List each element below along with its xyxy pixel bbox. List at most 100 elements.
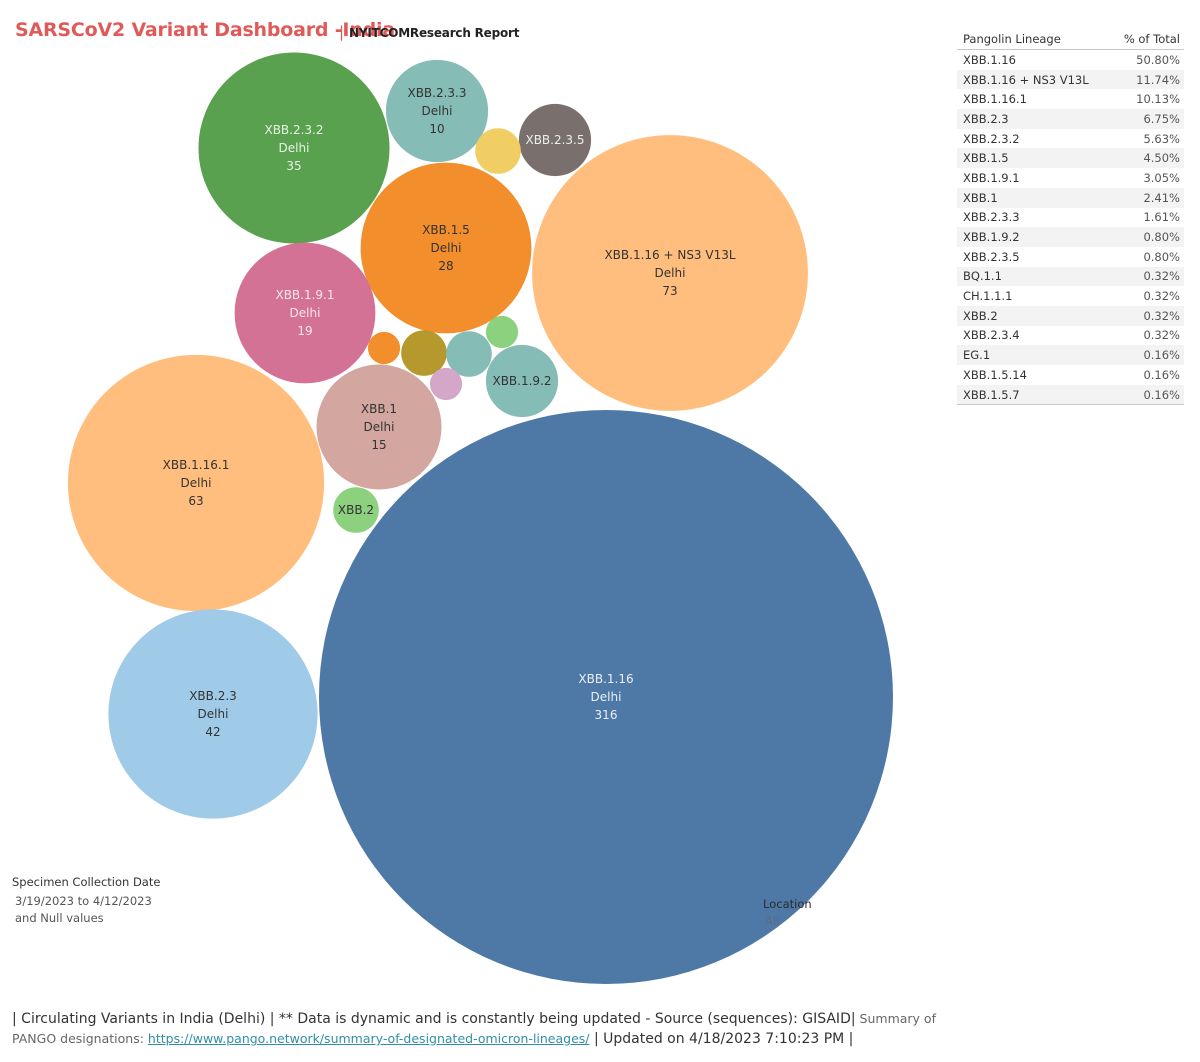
bubble-lineage-label: XBB.1.16 [578,672,633,686]
bubble-xbb-2-3[interactable] [108,609,318,819]
location-filter-label: Location [763,897,812,911]
bubble-location-label: Delhi [431,241,462,255]
pango-link[interactable]: https://www.pango.network/summary-of-des… [147,1031,590,1046]
table-row[interactable]: XBB.1.5.7 0.16% [957,384,1184,406]
lineage-cell: EG.1 [957,345,1111,365]
bubble-unlabeled[interactable] [485,315,519,349]
lineage-cell: XBB.2 [957,305,1111,326]
bubble-unlabeled[interactable] [475,128,521,174]
bubble-lineage-label: XBB.1.16 + NS3 V13L [604,248,735,262]
table-row[interactable]: XBB.2.3.4 0.32% [957,326,1184,346]
table-row[interactable]: XBB.2.3.5 0.80% [957,247,1184,267]
bubble-xbb-1-16[interactable] [319,410,893,984]
percent-cell: 0.80% [1143,249,1180,264]
bubble-lineage-label: XBB.1.16.1 [163,458,230,472]
lineage-cell: XBB.2.3.3 [963,210,1020,225]
bubble-count-label: 63 [188,494,203,508]
table-row[interactable]: BQ.1.1 0.32% [957,266,1184,287]
table-row[interactable]: XBB.1.9.2 0.80% [957,227,1184,247]
bubble-lineage-label: XBB.1.9.2 [492,374,551,388]
percent-cell: 3.05% [1143,170,1180,185]
footer-pango-label: Summary of PANGO designations: [12,1011,936,1046]
table-row[interactable]: XBB.1.16 50.80% [957,50,1184,70]
bubble-xbb-2-3-5[interactable] [518,103,592,177]
lineage-cell: XBB.1.9.1 [963,170,1020,185]
percent-cell: 11.74% [1110,69,1184,90]
bubble-xbb-1-16-ns3-v13l[interactable] [532,135,808,411]
lineage-cell: XBB.2.3.2 [963,131,1020,146]
bubble-unlabeled[interactable] [429,367,463,401]
lineage-cell: XBB.1.9.2 [957,227,1111,247]
percent-cell: 0.32% [1110,266,1184,287]
header-pangolin-lineage[interactable]: Pangolin Lineage [957,29,1111,50]
bubble-unlabeled[interactable] [367,331,401,365]
percent-cell: 0.32% [1143,289,1180,304]
bubble-count-label: 73 [662,284,677,298]
bubble-count-label: 28 [438,259,453,273]
bubble-xbb-2-3-3[interactable] [385,59,489,163]
date-filter-range: 3/19/2023 to 4/12/2023 [15,894,152,908]
page-title: SARSCoV2 Variant Dashboard -India [15,19,395,41]
lineage-cell: BQ.1.1 [957,266,1111,287]
percent-cell: 4.50% [1110,148,1184,169]
page-subtitle: NYITCOMResearch Report [349,26,520,40]
table-row[interactable]: XBB.1.9.1 3.05% [957,168,1184,188]
table-row[interactable]: XBB.1.5 4.50% [957,148,1184,169]
lineage-table: Pangolin Lineage % of Total XBB.1.16 50.8… [957,29,1184,406]
percent-cell: 10.13% [1136,92,1180,107]
bubble-unlabeled[interactable] [446,331,492,377]
bubble-xbb-1-16-1[interactable] [67,354,325,612]
bubble-location-label: Delhi [655,266,686,280]
bubble-location-label: Delhi [364,420,395,434]
lineage-cell: CH.1.1.1 [963,289,1013,304]
date-filter[interactable]: Specimen Collection Date 3/19/2023 to 4/… [12,875,160,927]
percent-cell: 0.16% [1143,367,1180,382]
bubble-count-label: 42 [205,725,220,739]
table-row[interactable]: XBB.2.3.3 1.61% [957,208,1184,228]
header-percent-of-total[interactable]: % of Total [1110,29,1184,50]
table-row[interactable]: XBB.2 0.32% [957,305,1184,326]
bubble-xbb-1-9-1[interactable] [234,242,376,384]
lineage-cell: XBB.2.3 [957,109,1111,129]
title-separator: | [339,23,345,41]
lineage-cell: XBB.1 [957,187,1111,208]
table-row[interactable]: CH.1.1.1 0.32% [957,286,1184,306]
percent-cell: 0.32% [1143,328,1180,343]
bubble-count-label: 19 [297,324,312,338]
bubble-location-label: Delhi [290,306,321,320]
table-header-row: Pangolin Lineage % of Total [957,29,1184,50]
bubble-xbb-2[interactable] [333,487,379,533]
bubble-xbb-2-3-2[interactable] [198,52,390,244]
bubble-xbb-1[interactable] [316,364,442,490]
table-row[interactable]: XBB.2.3 6.75% [957,109,1184,129]
footer-description: | Circulating Variants in India (Delhi) … [12,1011,856,1027]
footer: | Circulating Variants in India (Delhi) … [12,1009,972,1049]
table-row[interactable]: XBB.1.16 + NS3 V13L 11.74% [957,69,1184,90]
table-row[interactable]: EG.1 0.16% [957,345,1184,365]
lineage-cell: XBB.1.5.7 [957,384,1111,406]
location-filter-value[interactable]: All [765,914,780,928]
lineage-cell: XBB.1.5 [957,148,1111,169]
table-row[interactable]: XBB.1 2.41% [957,187,1184,208]
bubble-lineage-label: XBB.2 [338,503,374,517]
bubble-xbb-1-5[interactable] [360,162,532,334]
table-row[interactable]: XBB.2.3.2 5.63% [957,129,1184,149]
table-row[interactable]: XBB.1.16.1 10.13% [957,89,1184,109]
footer-updated: | Updated on 4/18/2023 7:10:23 PM | [589,1031,854,1047]
percent-cell: 6.75% [1110,109,1184,129]
bubble-lineage-label: XBB.2.3.5 [525,133,584,147]
table-row[interactable]: XBB.1.5.14 0.16% [957,365,1184,385]
lineage-cell: XBB.1.5.14 [963,367,1027,382]
bubble-lineage-label: XBB.1.5 [422,223,470,237]
bubble-location-label: Delhi [279,141,310,155]
bubble-lineage-label: XBB.1 [361,402,397,416]
percent-cell: 5.63% [1143,131,1180,146]
bubble-unlabeled[interactable] [401,330,447,376]
percent-cell: 0.16% [1110,384,1184,406]
bubble-location-label: Delhi [422,104,453,118]
bubble-count-label: 15 [371,438,386,452]
bubble-xbb-1-9-2[interactable] [485,344,559,418]
bubble-location-label: Delhi [198,707,229,721]
percent-cell: 50.80% [1136,52,1180,67]
date-filter-title: Specimen Collection Date [12,875,161,889]
